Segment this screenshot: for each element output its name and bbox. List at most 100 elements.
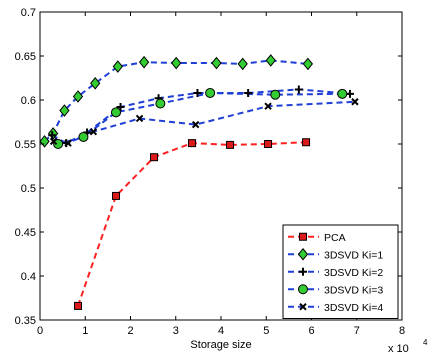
legend-label-3dsvd-ki-2: 3DSVD Ki=2: [324, 267, 383, 279]
marker-shape: [302, 57, 314, 71]
y-tick-label: 0.55: [15, 139, 36, 151]
data-point-3dsvd-ki-2: [193, 88, 202, 97]
marker-shape: [112, 191, 121, 200]
series-line-3dsvd-ki-2: [51, 88, 351, 145]
marker-shape: [265, 54, 276, 67]
data-point-pca: [302, 138, 311, 147]
x-tick-label: 2: [127, 325, 133, 337]
legend-marker-3dsvd-ki-3: [298, 284, 308, 295]
data-point-3dsvd-ki-1: [59, 104, 70, 117]
x-tick-label: 7: [354, 325, 360, 337]
marker-shape: [78, 131, 89, 142]
data-point-3dsvd-ki-1: [138, 55, 150, 69]
legend-label-3dsvd-ki-1: 3DSVD Ki=1: [324, 249, 383, 261]
data-point-3dsvd-ki-1: [112, 60, 123, 73]
marker-shape: [138, 55, 150, 69]
marker-shape: [264, 140, 273, 148]
marker-shape: [53, 139, 64, 149]
marker-shape: [299, 303, 307, 311]
legend-label-3dsvd-ki-3: 3DSVD Ki=3: [324, 284, 383, 296]
data-point-3dsvd-ki-3: [205, 87, 216, 98]
series-line-pca: [77, 141, 307, 307]
data-point-3dsvd-ki-3: [53, 139, 64, 149]
marker-shape: [297, 247, 309, 261]
data-point-3dsvd-ki-4: [264, 102, 272, 110]
marker-shape: [351, 98, 359, 106]
marker-shape: [135, 114, 144, 123]
data-point-3dsvd-ki-2: [244, 88, 253, 97]
data-point-3dsvd-ki-4: [89, 127, 98, 136]
marker-shape: [89, 127, 98, 136]
legend-marker-3dsvd-ki-1: [297, 247, 309, 261]
x-tick-label: 8: [399, 325, 405, 337]
y-tick-label: 0.4: [21, 271, 36, 283]
data-point-3dsvd-ki-3: [337, 88, 348, 99]
marker-shape: [244, 88, 253, 97]
x-axis-label: Storage size: [190, 339, 251, 351]
marker-shape: [270, 89, 281, 100]
data-point-3dsvd-ki-1: [211, 56, 222, 70]
legend-marker-pca: [299, 232, 307, 241]
x-tick-label: 0: [37, 325, 43, 337]
data-point-3dsvd-ki-1: [302, 57, 314, 71]
data-point-pca: [226, 140, 235, 149]
data-point-3dsvd-ki-2: [116, 103, 125, 112]
data-point-pca: [264, 140, 273, 148]
marker-shape: [211, 56, 222, 70]
legend: PCA 3DSVD Ki=1 3DSVD Ki=2 3DSVD Ki=3 3DSVD K…: [282, 224, 399, 319]
data-point-3dsvd-ki-1: [72, 90, 84, 103]
marker-shape: [171, 56, 182, 70]
legend-marker-3dsvd-ki-2: [299, 267, 307, 276]
data-point-3dsvd-ki-2: [48, 131, 57, 140]
marker-shape: [193, 88, 202, 97]
y-tick-label: 0.35: [15, 315, 36, 327]
marker-shape: [72, 90, 84, 103]
marker-shape: [49, 137, 58, 146]
x-tick-label: 4: [218, 325, 224, 337]
data-point-3dsvd-ki-1: [171, 56, 182, 70]
data-point-pca: [112, 191, 121, 200]
marker-shape: [226, 140, 235, 149]
legend-label-pca: PCA: [324, 232, 346, 244]
marker-shape: [150, 153, 159, 162]
data-point-3dsvd-ki-4: [135, 114, 144, 123]
data-point-3dsvd-ki-1: [265, 54, 276, 67]
marker-shape: [48, 131, 57, 140]
marker-shape: [155, 98, 166, 109]
marker-shape: [112, 60, 123, 73]
data-point-3dsvd-ki-2: [345, 89, 354, 98]
axes: 0 1 2 3 4 5 6 7 8 0.35 0.4 0.45 0.5 0.55 0.6 0.65 0.7 Sto…: [15, 7, 428, 355]
data-point-3dsvd-ki-4: [351, 98, 359, 106]
data-point-3dsvd-ki-3: [155, 98, 166, 109]
data-point-3dsvd-ki-3: [111, 107, 122, 118]
marker-shape: [205, 87, 216, 98]
series-markers: [39, 54, 359, 310]
marker-shape: [299, 232, 307, 241]
marker-shape: [74, 301, 83, 310]
x-axis-multiplier: x 10: [388, 343, 409, 355]
marker-shape: [337, 88, 348, 99]
marker-shape: [64, 139, 72, 147]
y-tick-label: 0.7: [21, 7, 36, 19]
data-point-3dsvd-ki-1: [237, 57, 248, 71]
data-point-pca: [188, 139, 197, 148]
data-point-3dsvd-ki-4: [49, 137, 58, 146]
legend-label-3dsvd-ki-4: 3DSVD Ki=4: [324, 302, 383, 314]
marker-shape: [302, 138, 311, 147]
x-tick-label: 3: [173, 325, 179, 337]
marker-shape: [116, 103, 125, 112]
marker-shape: [294, 85, 303, 94]
marker-shape: [298, 284, 308, 295]
marker-shape: [90, 76, 101, 90]
marker-shape: [264, 102, 272, 110]
data-point-pca: [150, 153, 159, 162]
series-line-3dsvd-ki-3: [57, 91, 343, 145]
data-point-pca: [74, 301, 83, 310]
legend-marker-3dsvd-ki-4: [299, 303, 307, 311]
data-point-3dsvd-ki-4: [64, 139, 72, 147]
marker-shape: [345, 89, 354, 98]
marker-shape: [237, 57, 248, 71]
data-point-3dsvd-ki-4: [191, 120, 200, 129]
y-tick-label: 0.6: [21, 95, 36, 107]
